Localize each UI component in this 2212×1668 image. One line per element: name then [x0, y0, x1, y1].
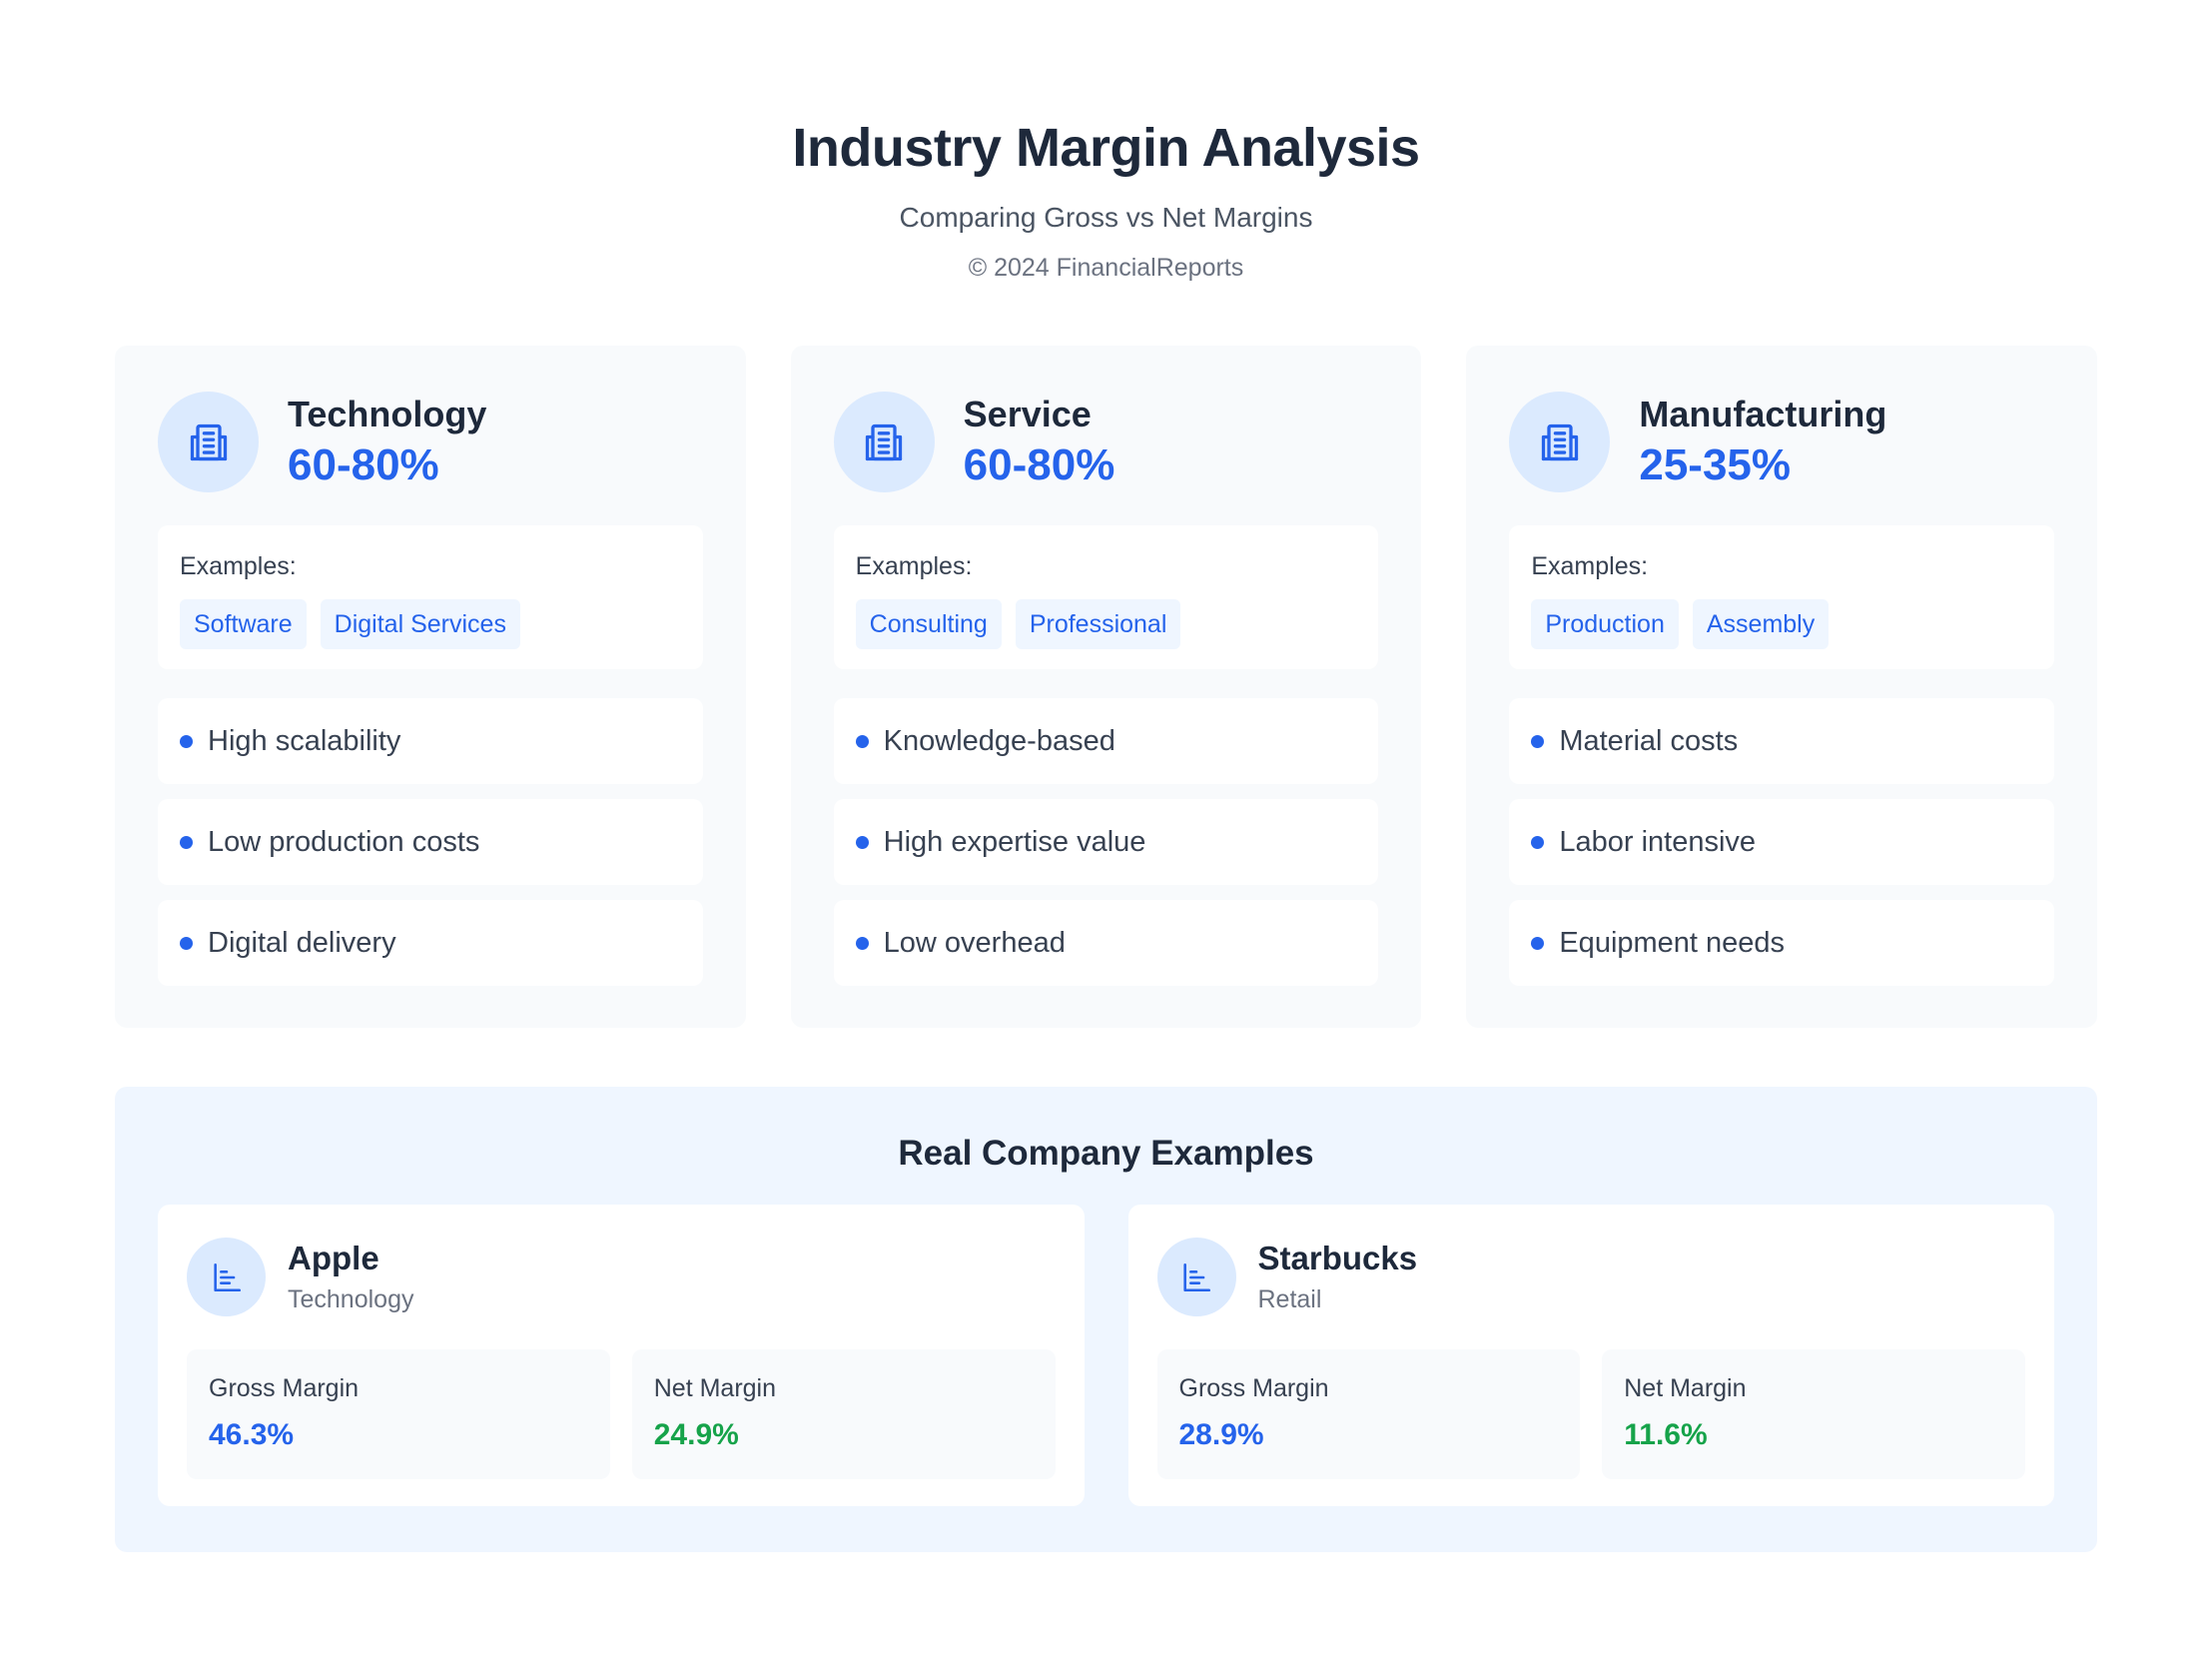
feature-item: Digital delivery — [158, 900, 703, 986]
feature-text: Material costs — [1559, 724, 1739, 757]
example-tag: Professional — [1015, 599, 1181, 649]
gross-margin-box: Gross Margin 28.9% — [1156, 1349, 1581, 1479]
metric-label: Net Margin — [1624, 1374, 1747, 1402]
feature-item: Material costs — [1509, 698, 2055, 784]
feature-text: Labor intensive — [1559, 825, 1757, 858]
feature-item: Low overhead — [833, 900, 1379, 986]
company-card-apple: Apple Technology Gross Margin 46.3% Net … — [158, 1205, 1085, 1506]
feature-text: High expertise value — [883, 825, 1146, 858]
example-tag: Software — [180, 599, 307, 649]
metric-label: Net Margin — [653, 1374, 777, 1402]
examples-label: Examples: — [1531, 552, 1649, 580]
feature-text: High scalability — [208, 724, 401, 757]
industry-name: Technology — [288, 393, 487, 434]
bullet-dot-icon — [180, 835, 193, 849]
margin-range: 60-80% — [288, 439, 439, 489]
examples-label: Examples: — [855, 552, 973, 580]
company-card-starbucks: Starbucks Retail Gross Margin 28.9% Net … — [1127, 1205, 2054, 1506]
examples-label: Examples: — [180, 552, 297, 580]
feature-list: High scalability Low production costs Di… — [158, 698, 703, 986]
industry-card-header: Service 60-80% — [833, 392, 1379, 492]
feature-item: Labor intensive — [1509, 799, 2055, 885]
company-examples-section: Real Company Examples Apple Technology G… — [115, 1087, 2097, 1552]
net-margin-value: 11.6% — [1624, 1418, 1708, 1451]
gross-margin-value: 46.3% — [209, 1418, 295, 1451]
industry-card-service: Service 60-80% Examples: Consulting Prof… — [790, 346, 1422, 1028]
feature-item: Knowledge-based — [833, 698, 1379, 784]
feature-text: Digital delivery — [208, 926, 396, 959]
examples-box: Examples: Production Assembly — [1509, 525, 2055, 669]
building-icon — [158, 392, 259, 492]
net-margin-box: Net Margin 11.6% — [1602, 1349, 2025, 1479]
bar-chart-icon — [187, 1238, 266, 1316]
example-tag: Assembly — [1692, 599, 1830, 649]
bullet-dot-icon — [855, 734, 869, 748]
bullet-dot-icon — [180, 936, 193, 950]
page-title: Industry Margin Analysis — [792, 118, 1420, 178]
feature-list: Material costs Labor intensive Equipment… — [1509, 698, 2055, 986]
margin-range: 60-80% — [963, 439, 1115, 489]
page-header: Industry Margin Analysis Comparing Gross… — [0, 110, 2212, 286]
feature-item: Equipment needs — [1509, 900, 2055, 986]
gross-margin-box: Gross Margin 46.3% — [187, 1349, 610, 1479]
metric-label: Gross Margin — [1178, 1374, 1329, 1402]
bullet-dot-icon — [180, 734, 193, 748]
company-name: Apple — [288, 1239, 379, 1276]
company-name: Starbucks — [1257, 1239, 1418, 1276]
feature-item: Low production costs — [158, 799, 703, 885]
industry-cards: Technology 60-80% Examples: Software Dig… — [115, 346, 2098, 1028]
gross-margin-value: 28.9% — [1178, 1418, 1264, 1451]
feature-text: Equipment needs — [1559, 926, 1786, 959]
examples-box: Examples: Consulting Professional — [833, 525, 1379, 669]
margin-range: 25-35% — [1639, 439, 1792, 489]
bullet-dot-icon — [1531, 936, 1545, 950]
bullet-dot-icon — [1531, 734, 1545, 748]
copyright-text: © 2024 FinancialReports — [968, 254, 1244, 282]
net-margin-value: 24.9% — [653, 1418, 739, 1451]
bar-chart-icon — [1156, 1238, 1236, 1316]
bullet-dot-icon — [855, 936, 869, 950]
feature-text: Knowledge-based — [883, 724, 1115, 757]
example-tag: Production — [1531, 599, 1679, 649]
industry-card-header: Manufacturing 25-35% — [1509, 392, 2054, 492]
feature-item: High expertise value — [833, 799, 1379, 885]
examples-box: Examples: Software Digital Services — [158, 525, 703, 669]
net-margin-box: Net Margin 24.9% — [631, 1349, 1056, 1479]
feature-text: Low overhead — [883, 926, 1066, 959]
feature-text: Low production costs — [208, 825, 480, 858]
example-tag: Digital Services — [320, 599, 520, 649]
page-subtitle: Comparing Gross vs Net Margins — [899, 202, 1313, 233]
company-sector: Technology — [288, 1284, 414, 1313]
building-icon — [833, 392, 935, 492]
bullet-dot-icon — [1531, 835, 1545, 849]
section-title: Real Company Examples — [898, 1134, 1314, 1173]
industry-card-manufacturing: Manufacturing 25-35% Examples: Productio… — [1466, 346, 2098, 1028]
industry-card-header: Technology 60-80% — [158, 392, 703, 492]
building-icon — [1509, 392, 1611, 492]
bullet-dot-icon — [855, 835, 869, 849]
metric-label: Gross Margin — [209, 1374, 360, 1402]
company-sector: Retail — [1257, 1284, 1322, 1313]
feature-list: Knowledge-based High expertise value Low… — [833, 698, 1379, 986]
industry-name: Manufacturing — [1639, 393, 1887, 434]
feature-item: High scalability — [158, 698, 703, 784]
example-tag: Consulting — [855, 599, 1002, 649]
industry-card-technology: Technology 60-80% Examples: Software Dig… — [115, 346, 746, 1028]
industry-name: Service — [963, 393, 1092, 434]
